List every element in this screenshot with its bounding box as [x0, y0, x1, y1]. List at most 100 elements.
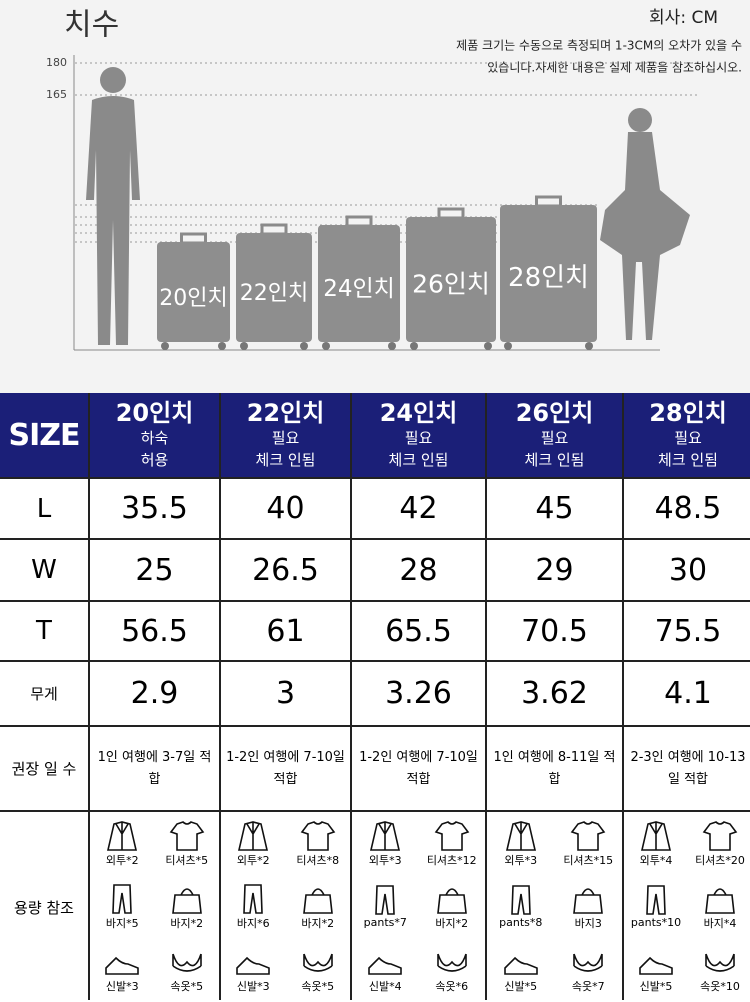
value-cell: 65.5 — [352, 602, 485, 660]
wheel — [484, 342, 492, 350]
capacity-item: 바지3 — [555, 875, 623, 938]
capacity-item: 티셔츠*15 — [555, 812, 623, 875]
suitcase-body — [500, 205, 597, 342]
clothing-icon — [646, 885, 666, 916]
suitcase: 26인치 — [406, 207, 496, 350]
capacity-item: 바지*5 — [90, 875, 155, 938]
clothing-icon — [510, 885, 531, 916]
value-cell: 48.5 — [624, 479, 750, 538]
capacity-label: 바지*2 — [435, 916, 469, 930]
capacity-item: 바지*2 — [286, 875, 351, 938]
scale-label: 180 — [46, 56, 67, 69]
size-table: SIZE 20인치 하숙 허용 22인치 필요 체크 인됨 24인치 필요 체크 인됨 26인치 필요… — [0, 393, 750, 1002]
clothing-icon — [171, 954, 202, 973]
capacity-item: 속옷*7 — [555, 939, 623, 1002]
clothing-icon — [243, 884, 264, 914]
value-cell: 30 — [624, 540, 750, 600]
capacity-label: 외투*4 — [639, 853, 673, 867]
clothing-icon — [370, 820, 401, 851]
clothing-icon — [238, 820, 269, 851]
clothing-icon — [375, 885, 396, 916]
clothing-icon — [434, 820, 470, 851]
size-name: 28인치 — [649, 399, 727, 427]
capacity-label: 신발*5 — [504, 980, 538, 994]
suitcase-label: 20인치 — [159, 286, 227, 311]
row-label: W — [0, 540, 88, 600]
value-cell: 3.26 — [352, 662, 485, 725]
capacity-label: pants*7 — [363, 916, 407, 930]
value-cell: 4.1 — [624, 662, 750, 725]
value-cell: 56.5 — [90, 602, 219, 660]
capacity-item: 티셔츠*8 — [286, 812, 351, 875]
capacity-item: 속옷*5 — [155, 939, 220, 1002]
wheel — [300, 342, 308, 350]
capacity-label: 신발*3 — [105, 980, 139, 994]
capacity-grid: 외투*2 티셔츠*8 바지*6 바지*2 신발*3 속옷*5 — [221, 812, 350, 1002]
clothing-icon — [302, 888, 333, 914]
capacity-cell: 외투*4 티셔츠*20 pants*10 바지*4 신발*5 속옷*10 — [624, 812, 750, 1002]
size-note: 필요 — [540, 429, 569, 447]
capacity-item: pants*10 — [624, 875, 688, 938]
clothing-icon — [640, 820, 672, 851]
size-name: 26인치 — [515, 399, 594, 427]
clothing-icon — [573, 888, 604, 914]
capacity-label: 외투*3 — [368, 853, 402, 867]
clothing-icon — [702, 820, 738, 851]
capacity-item: 바지*2 — [155, 875, 220, 938]
size-note: 체크 인됨 — [524, 451, 585, 469]
size-note: 하숙 — [140, 429, 169, 447]
capacity-item: 바지*4 — [688, 875, 750, 938]
capacity-label: 속옷*10 — [700, 980, 740, 994]
capacity-item: 바지*2 — [419, 875, 486, 938]
capacity-label: 티셔츠*12 — [426, 853, 477, 867]
row-label: L — [0, 479, 88, 538]
suitcase: 22인치 — [236, 223, 312, 350]
row-label: 용량 참조 — [0, 812, 88, 1002]
capacity-label: 속옷*7 — [571, 980, 605, 994]
size-note: 필요 — [271, 429, 300, 447]
wheel — [388, 342, 396, 350]
capacity-item: pants*8 — [487, 875, 555, 938]
capacity-grid: 외투*4 티셔츠*20 pants*10 바지*4 신발*5 속옷*10 — [624, 812, 750, 1002]
size-header: 28인치 필요 체크 인됨 — [624, 393, 750, 477]
capacity-label: 속옷*6 — [435, 980, 469, 994]
value-cell: 45 — [487, 479, 622, 538]
capacity-item: 티셔츠*5 — [155, 812, 220, 875]
capacity-label: 바지*2 — [301, 916, 335, 930]
clothing-icon — [639, 957, 673, 976]
capacity-cell: 외투*2 티셔츠*5 바지*5 바지*2 신발*3 속옷*5 — [90, 812, 219, 1002]
scale-label: 165 — [46, 88, 67, 101]
wheel — [410, 342, 418, 350]
capacity-label: 티셔츠*8 — [296, 853, 340, 867]
capacity-label: 외투*2 — [236, 853, 270, 867]
value-cell: 25 — [90, 540, 219, 600]
note-line: 제품 크기는 수동으로 측정되며 1-3CM의 오차가 있을 수 — [456, 39, 742, 53]
capacity-label: 바지3 — [574, 916, 602, 930]
capacity-label: pants*10 — [630, 916, 682, 930]
unit: 회사: CM — [649, 8, 718, 28]
value-cell: 35.5 — [90, 479, 219, 538]
value-cell: 29 — [487, 540, 622, 600]
capacity-item: 외투*3 — [352, 812, 419, 875]
clothing-icon — [302, 954, 333, 973]
capacity-item: 신발*4 — [352, 939, 419, 1002]
wheel — [585, 342, 593, 350]
size-note: 체크 인됨 — [658, 451, 718, 469]
clothing-icon — [169, 820, 205, 851]
clothing-icon — [368, 957, 403, 976]
wheel — [322, 342, 330, 350]
capacity-item: 외투*3 — [487, 812, 555, 875]
capacity-cell: 외투*3 티셔츠*12 pants*7 바지*2 신발*4 속옷*6 — [352, 812, 485, 1002]
capacity-label: 바지*4 — [703, 916, 737, 930]
clothing-icon — [236, 957, 271, 976]
capacity-item: 신발*3 — [90, 939, 155, 1002]
days-cell: 1인 여행에 8-11일 적합 — [487, 727, 622, 810]
days-cell: 1-2인 여행에 7-10일 적합 — [352, 727, 485, 810]
suitcase: 28인치 — [500, 195, 597, 350]
capacity-grid: 외투*2 티셔츠*5 바지*5 바지*2 신발*3 속옷*5 — [90, 812, 219, 1002]
title: 치수 — [64, 8, 119, 43]
clothing-icon — [573, 954, 604, 973]
capacity-label: 티셔츠*20 — [695, 853, 745, 867]
